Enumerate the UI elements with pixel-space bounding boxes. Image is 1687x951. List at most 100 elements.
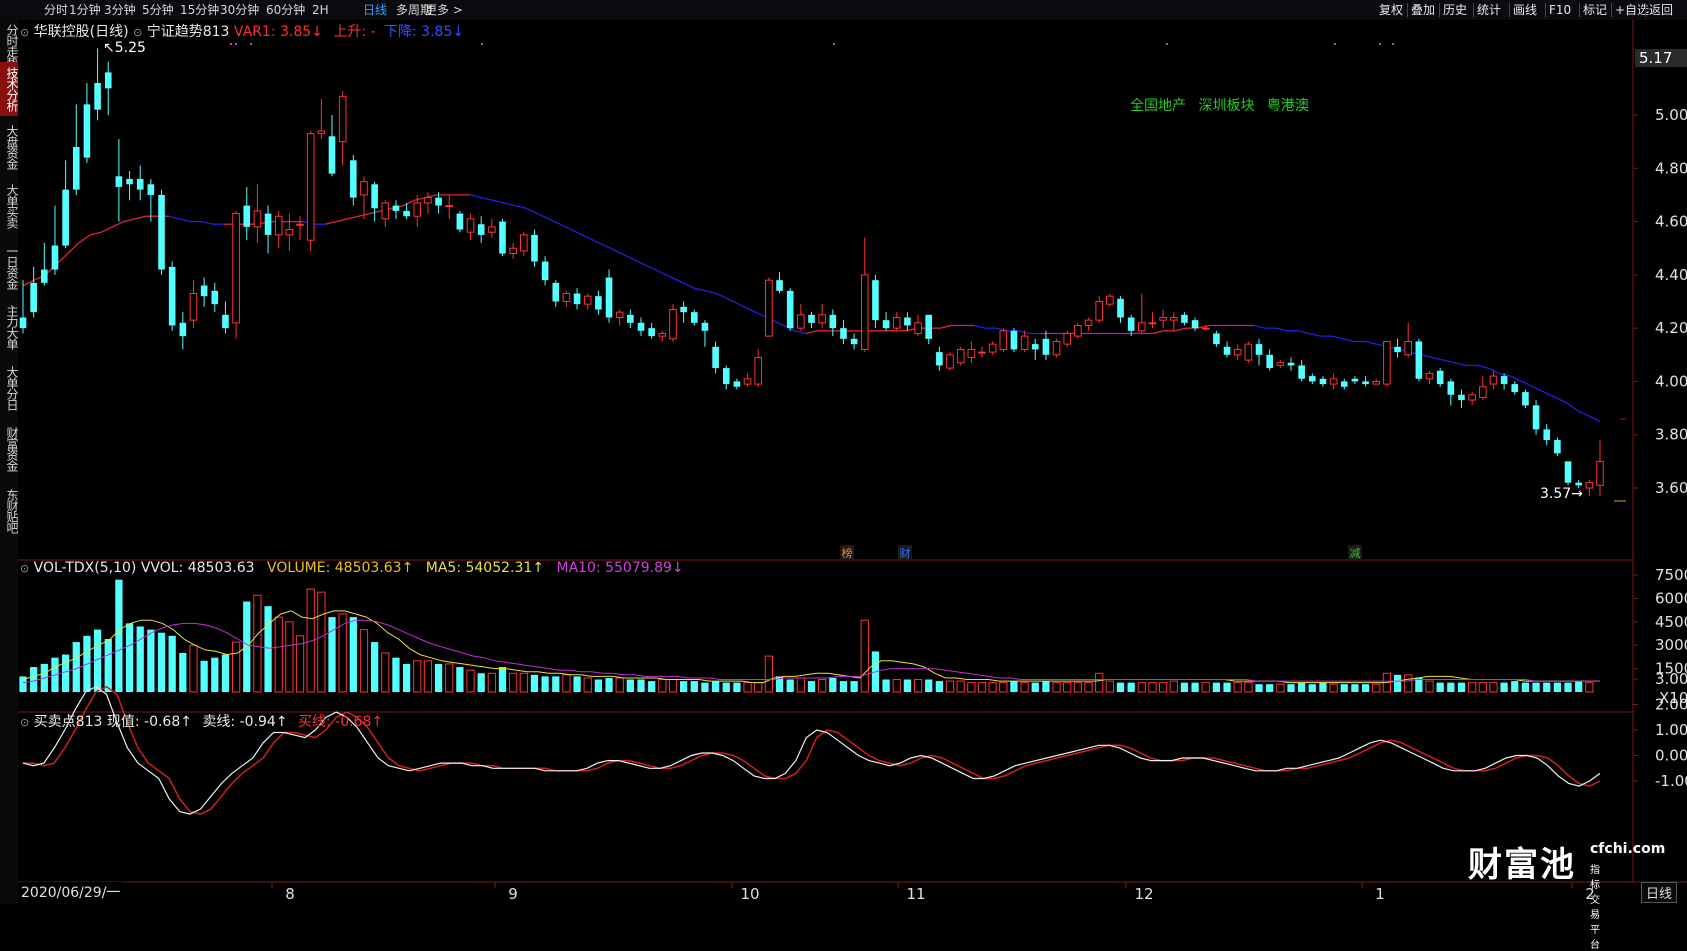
volume-bar (1575, 681, 1583, 692)
volume-bar (977, 682, 987, 693)
volume-bar (295, 635, 305, 693)
toolbar-item[interactable]: 15分钟 (180, 3, 220, 17)
candle-body (595, 296, 602, 310)
x-axis-label: 11 (906, 885, 925, 903)
osc-buy-line (22, 685, 1601, 815)
sidebar-tab[interactable]: 一日资金 (5, 245, 19, 289)
x-axis-label: 12 (1134, 885, 1153, 903)
candle-body (818, 314, 826, 324)
volume-bar (359, 629, 369, 693)
toolbar-item[interactable]: 日线 (363, 3, 388, 17)
sector-tags: 全国地产 深圳板块 粤港澳 (1130, 95, 1309, 115)
settings-icon[interactable]: ⊙ (133, 26, 143, 39)
volume-bar (1340, 684, 1348, 692)
toolbar-right-item[interactable]: 叠加 (1411, 3, 1436, 17)
period-indicator[interactable]: 日线 (1641, 882, 1678, 903)
candle-body (605, 277, 613, 318)
toolbar-item[interactable]: 60分钟 (266, 3, 306, 17)
collapse-icon[interactable]: ⊙ (20, 716, 30, 729)
volume-bar (1031, 682, 1039, 692)
indicator-name[interactable]: 宁证趋势813 (146, 24, 230, 40)
toolbar-right-item[interactable]: +自选 (1615, 3, 1650, 17)
volume-bar (1287, 684, 1295, 692)
candle-body (338, 95, 347, 143)
volume-indicator-name[interactable]: VOL-TDX(5,10) (33, 560, 137, 576)
volume-bar (136, 626, 144, 692)
candle-body (627, 314, 634, 323)
volume-axis-label: 15000 (1655, 660, 1687, 678)
event-marker: 财 (900, 546, 911, 560)
candle-body (445, 205, 454, 208)
main-chart-header: ⊙ 华联控股(日线) ⊙ 宁证趋势813 VAR1: 3.85↓ 上升: - 下… (20, 21, 464, 41)
sidebar-tab[interactable]: 大盘资金 (5, 125, 19, 169)
toolbar-item[interactable]: 1分钟 (69, 3, 101, 17)
candle-body (520, 234, 528, 252)
ma10-value: MA10: 55079.89↓ (556, 560, 684, 576)
sector-tag[interactable]: 深圳板块 (1198, 98, 1255, 114)
candle-body (946, 354, 954, 369)
volume-bar (1266, 684, 1274, 692)
toolbar-item[interactable]: 2H (312, 3, 329, 17)
toolbar-item[interactable]: 多周期 (396, 3, 433, 17)
sidebar-tab[interactable]: 东财贴吧 (5, 489, 19, 533)
collapse-icon[interactable]: ⊙ (20, 562, 30, 575)
volume-bar (1212, 682, 1221, 692)
stock-chart[interactable]: 5.00 4.80 4.60 4.40 4.20 4.00 3.80 3.60 5.17 ↖5.2… (18, 20, 1687, 904)
volume-bar (189, 644, 198, 693)
volume-bar (72, 642, 80, 692)
candle-body (264, 213, 272, 235)
sidebar-tab[interactable]: 大单买卖 (5, 184, 19, 228)
candle-body (1447, 381, 1455, 395)
volume-bar (1063, 682, 1072, 693)
toolbar-right-item[interactable]: 复权 (1379, 3, 1404, 17)
candle-body (1063, 332, 1072, 345)
candle-body (1575, 482, 1582, 486)
price-axis-label: 4.60 (1655, 213, 1687, 231)
candle-body (1201, 327, 1210, 330)
sidebar-tab[interactable]: 技术分析 (0, 62, 19, 116)
sector-tag[interactable]: 全国地产 (1130, 98, 1186, 114)
volume-bar (456, 667, 464, 692)
toolbar-item[interactable]: 30分钟 (220, 3, 260, 17)
candle-body (988, 343, 997, 353)
candle-body (168, 266, 176, 326)
candle-body (829, 314, 837, 329)
volume-bar (231, 641, 241, 693)
toolbar-item[interactable]: 分时 (44, 3, 69, 17)
volume-bar (1010, 681, 1018, 692)
price-axis-label: 3.60 (1655, 479, 1687, 497)
oscillator-name[interactable]: 买卖点813 (33, 714, 103, 730)
sidebar-tab[interactable]: 主力大单 (5, 305, 19, 349)
toolbar-item[interactable]: 5分钟 (142, 3, 174, 17)
volume-bar (1425, 680, 1434, 693)
toolbar-right-item[interactable]: 历史 (1443, 3, 1468, 17)
candle-body (690, 312, 698, 323)
volume-bar (956, 680, 965, 693)
volume-bar (786, 679, 794, 692)
volume-bar (371, 642, 379, 692)
toolbar-right-item[interactable]: F10 (1549, 3, 1572, 17)
sector-tag[interactable]: 粤港澳 (1266, 98, 1309, 114)
volume-axis-label: 60000 (1655, 589, 1687, 607)
candle-body (317, 130, 326, 135)
toolbar-item[interactable]: 3分钟 (104, 3, 136, 17)
x-axis-label: 2 (1585, 885, 1595, 903)
candle-body (552, 282, 560, 302)
toolbar-right-item[interactable]: 返回 (1649, 3, 1674, 17)
volume-bar (605, 677, 613, 692)
toolbar-right-item[interactable]: 标记 (1583, 3, 1608, 17)
sidebar-tab[interactable]: 大单分日 (5, 366, 19, 410)
toolbar-right-item[interactable]: 画线 (1513, 3, 1538, 17)
candle-body (466, 218, 475, 233)
volume-bar (317, 591, 326, 693)
toolbar-item[interactable]: 更多 > (425, 3, 463, 17)
volume-bar (1500, 682, 1508, 692)
candle-body (850, 338, 858, 345)
collapse-icon[interactable]: ⊙ (20, 26, 30, 39)
top-dot-marker (833, 43, 835, 45)
sidebar-tab[interactable]: 分时走势 (5, 24, 19, 68)
toolbar-right-item[interactable]: 统计 (1477, 3, 1502, 17)
sidebar-tab[interactable]: 财富资金 (5, 427, 19, 471)
volume-bar (1489, 682, 1498, 693)
volume-bar (988, 682, 997, 693)
